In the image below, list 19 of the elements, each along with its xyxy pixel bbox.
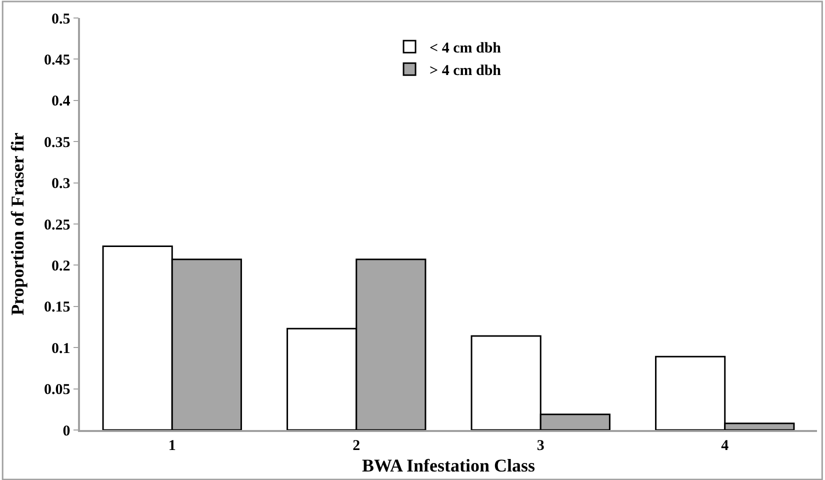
legend-label: < 4 cm dbh [430, 40, 502, 56]
y-tick-label: 0.4 [52, 94, 71, 110]
y-tick-label: 0.1 [52, 340, 70, 357]
x-axis-title: BWA Infestation Class [362, 455, 536, 476]
y-tick-label: 0 [62, 423, 70, 440]
y-tick-label: 0.5 [52, 11, 70, 28]
y-tick-label: 0.05 [44, 382, 70, 398]
x-tick-label: 4 [721, 438, 730, 454]
y-tick-label: 0.15 [44, 300, 70, 316]
y-axis-title: Proportion of Fraser fir [8, 132, 28, 316]
x-tick-label: 3 [536, 438, 544, 454]
x-tick-label: 2 [352, 438, 360, 454]
y-tick-label: 0.25 [44, 217, 70, 234]
x-tick-label: 1 [168, 438, 176, 454]
y-tick-label: 0.3 [52, 176, 70, 192]
y-tick-label: 0.2 [52, 258, 70, 274]
y-tick-label: 0.45 [44, 52, 70, 68]
legend-label: > 4 cm dbh [430, 62, 502, 79]
y-tick-label: 0.35 [44, 134, 70, 151]
